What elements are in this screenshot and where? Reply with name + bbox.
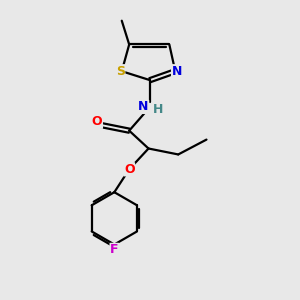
Text: N: N — [172, 65, 182, 78]
Text: H: H — [153, 103, 164, 116]
Text: O: O — [124, 163, 134, 176]
Text: F: F — [110, 243, 118, 256]
Text: O: O — [92, 115, 102, 128]
Text: S: S — [116, 65, 125, 78]
Text: N: N — [138, 100, 148, 113]
